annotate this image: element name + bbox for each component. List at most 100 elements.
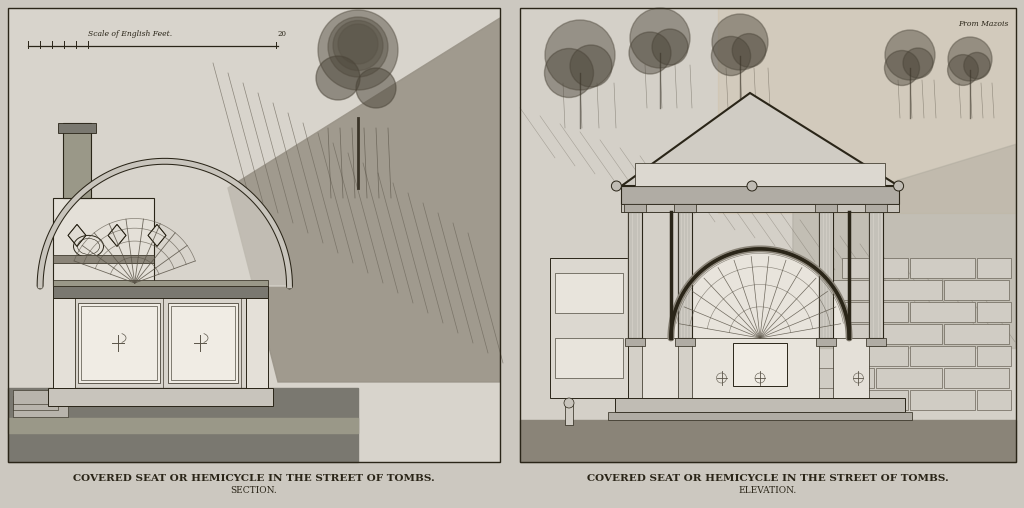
Bar xyxy=(877,280,942,300)
Bar xyxy=(53,280,268,286)
Circle shape xyxy=(885,50,920,85)
Circle shape xyxy=(611,181,622,191)
Circle shape xyxy=(564,398,574,408)
Bar xyxy=(565,403,573,425)
Circle shape xyxy=(712,37,751,76)
Bar xyxy=(943,280,1009,300)
Bar xyxy=(8,8,500,462)
Bar xyxy=(614,398,905,412)
Bar xyxy=(168,303,238,383)
Bar xyxy=(866,338,886,346)
Bar xyxy=(675,338,694,346)
Bar xyxy=(13,403,68,417)
Circle shape xyxy=(545,20,615,90)
Circle shape xyxy=(948,37,992,81)
Circle shape xyxy=(316,56,360,100)
Bar xyxy=(816,338,837,346)
Bar xyxy=(843,302,908,322)
Circle shape xyxy=(318,10,398,90)
Bar xyxy=(628,212,642,338)
Polygon shape xyxy=(108,225,126,246)
Bar xyxy=(550,258,628,398)
Text: Scale of English Feet.: Scale of English Feet. xyxy=(88,30,172,38)
Bar xyxy=(843,346,908,366)
Circle shape xyxy=(629,32,671,74)
Bar xyxy=(877,324,942,344)
Circle shape xyxy=(545,48,594,98)
Bar xyxy=(910,390,975,409)
Bar xyxy=(977,346,1011,366)
Text: SECTION.: SECTION. xyxy=(230,486,278,495)
Bar xyxy=(622,186,899,204)
Bar xyxy=(171,306,234,380)
Circle shape xyxy=(732,34,766,67)
Bar xyxy=(910,302,975,322)
Circle shape xyxy=(333,20,383,71)
Bar xyxy=(8,418,358,433)
Bar xyxy=(520,8,1016,462)
Text: From Mazois: From Mazois xyxy=(957,20,1008,28)
Bar xyxy=(869,212,883,338)
Bar xyxy=(834,338,869,398)
Bar xyxy=(81,306,157,380)
Bar xyxy=(635,163,886,186)
Bar xyxy=(642,338,678,398)
Circle shape xyxy=(885,30,935,80)
Polygon shape xyxy=(228,18,500,382)
Bar xyxy=(977,390,1011,409)
Bar xyxy=(625,338,645,346)
Bar xyxy=(48,388,273,406)
Bar xyxy=(877,368,942,388)
Bar xyxy=(520,420,1016,462)
Circle shape xyxy=(652,29,688,65)
Bar xyxy=(910,346,975,366)
Polygon shape xyxy=(68,225,86,246)
Circle shape xyxy=(746,181,757,191)
Bar xyxy=(865,204,887,212)
Bar xyxy=(977,258,1011,278)
Bar xyxy=(943,368,1009,388)
Bar xyxy=(809,324,874,344)
Circle shape xyxy=(338,24,378,64)
Bar xyxy=(13,396,58,410)
Bar xyxy=(815,204,838,212)
Bar xyxy=(819,212,834,338)
Bar xyxy=(843,390,908,409)
Circle shape xyxy=(894,181,903,191)
Bar xyxy=(678,212,691,338)
Circle shape xyxy=(630,8,690,68)
Bar xyxy=(13,390,48,404)
Bar xyxy=(246,298,268,388)
Circle shape xyxy=(328,17,388,77)
Bar xyxy=(53,286,268,298)
Bar xyxy=(555,338,623,378)
Bar xyxy=(8,8,500,462)
Bar xyxy=(53,255,154,263)
Bar xyxy=(58,123,96,133)
Polygon shape xyxy=(793,144,1016,348)
Bar xyxy=(78,303,160,383)
Bar xyxy=(53,198,154,286)
Bar xyxy=(520,8,1016,462)
Text: COVERED SEAT OR HEMICYCLE IN THE STREET OF TOMBS.: COVERED SEAT OR HEMICYCLE IN THE STREET … xyxy=(73,474,435,483)
Text: 20: 20 xyxy=(278,30,287,38)
Circle shape xyxy=(570,45,612,87)
Bar xyxy=(943,324,1009,344)
Text: ELEVATION.: ELEVATION. xyxy=(739,486,797,495)
Circle shape xyxy=(903,48,933,78)
Bar xyxy=(910,258,975,278)
Bar xyxy=(674,204,695,212)
Polygon shape xyxy=(671,249,849,338)
FancyBboxPatch shape xyxy=(718,8,1016,213)
Bar xyxy=(63,123,91,198)
Text: COVERED SEAT OR HEMICYCLE IN THE STREET OF TOMBS.: COVERED SEAT OR HEMICYCLE IN THE STREET … xyxy=(587,474,949,483)
Bar xyxy=(555,273,623,313)
Polygon shape xyxy=(40,162,290,286)
Circle shape xyxy=(964,52,990,79)
Circle shape xyxy=(712,14,768,70)
Bar xyxy=(809,280,874,300)
Bar xyxy=(8,388,358,462)
Polygon shape xyxy=(148,225,166,246)
Bar xyxy=(624,204,646,212)
Polygon shape xyxy=(622,93,899,186)
